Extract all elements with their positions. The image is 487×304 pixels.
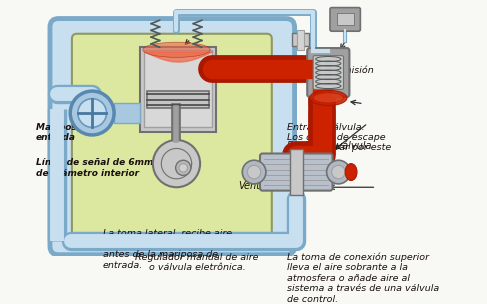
- Text: Venturi: Venturi: [238, 181, 273, 191]
- Text: La toma de conexión superior
lleva el aire sobrante a la
atmosfera o añade aire : La toma de conexión superior lleva el ai…: [287, 253, 440, 304]
- FancyBboxPatch shape: [260, 154, 333, 191]
- Text: Descarga válvula: Descarga válvula: [287, 140, 372, 151]
- Bar: [292, 33, 309, 47]
- Text: Entrada válvula.
Los gases de escape
deben entrar por este
lado: Entrada válvula. Los gases de escape deb…: [287, 123, 391, 163]
- Circle shape: [242, 160, 266, 184]
- Text: Línea de señal de 6mm
de diámetro interior: Línea de señal de 6mm de diámetro interi…: [36, 158, 153, 178]
- Ellipse shape: [345, 164, 357, 181]
- Circle shape: [247, 165, 261, 179]
- Circle shape: [179, 164, 187, 172]
- Text: Salida de la
caracola admisión: Salida de la caracola admisión: [287, 56, 374, 75]
- FancyBboxPatch shape: [72, 34, 272, 246]
- FancyBboxPatch shape: [330, 8, 360, 31]
- Bar: [297, 29, 304, 50]
- Bar: [147, 91, 209, 108]
- Bar: [337, 13, 354, 25]
- Ellipse shape: [143, 42, 210, 57]
- Circle shape: [78, 99, 107, 127]
- Bar: [145, 50, 212, 127]
- Bar: [289, 149, 303, 195]
- Bar: [114, 103, 140, 123]
- Bar: [140, 47, 216, 132]
- FancyBboxPatch shape: [50, 19, 295, 255]
- Text: Mariposa de
entrada: Mariposa de entrada: [36, 123, 98, 142]
- Circle shape: [327, 160, 350, 184]
- Ellipse shape: [310, 90, 347, 105]
- Circle shape: [332, 165, 345, 179]
- FancyBboxPatch shape: [307, 48, 349, 97]
- Text: Regulador manual de aire
o válvula eletrônica.: Regulador manual de aire o válvula eletr…: [135, 253, 259, 272]
- Circle shape: [176, 160, 191, 175]
- Text: La toma lateral, recibe aire
del colector de admisión,
antes de la mariposa de
e: La toma lateral, recibe aire del colecto…: [103, 230, 232, 270]
- Circle shape: [70, 91, 114, 135]
- FancyBboxPatch shape: [313, 56, 343, 89]
- Circle shape: [153, 140, 200, 187]
- Ellipse shape: [313, 93, 343, 103]
